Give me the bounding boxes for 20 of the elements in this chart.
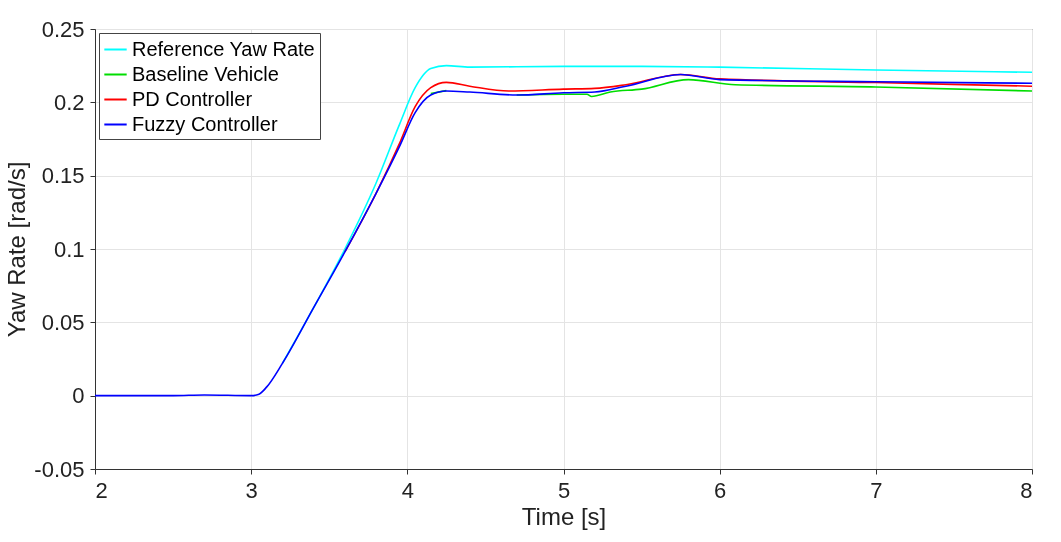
legend-label: Fuzzy Controller [132,112,278,135]
y-tick-label: 0 [72,383,85,409]
y-tick-label: 0.15 [41,163,85,189]
legend-label: Baseline Vehicle [132,62,279,85]
legend-label: PD Controller [132,87,253,110]
x-tick-label: 2 [95,477,108,503]
x-tick-label: 3 [245,477,258,503]
x-axis-title: Time [s] [521,502,607,530]
legend-label: Reference Yaw Rate [132,37,315,60]
y-tick-label: 0.05 [41,309,85,335]
y-tick-label: 0.25 [41,16,85,42]
x-tick-label: 7 [870,477,883,503]
x-tick-label: 4 [401,477,414,503]
x-tick-label: 6 [714,477,727,503]
x-tick-label: 8 [1020,477,1033,503]
y-tick-label: 0.1 [53,236,85,262]
y-tick-label: -0.05 [34,456,85,482]
y-tick-label: 0.2 [53,89,85,115]
y-axis-title: Yaw Rate [rad/s] [3,161,31,338]
x-tick-label: 5 [557,477,571,503]
